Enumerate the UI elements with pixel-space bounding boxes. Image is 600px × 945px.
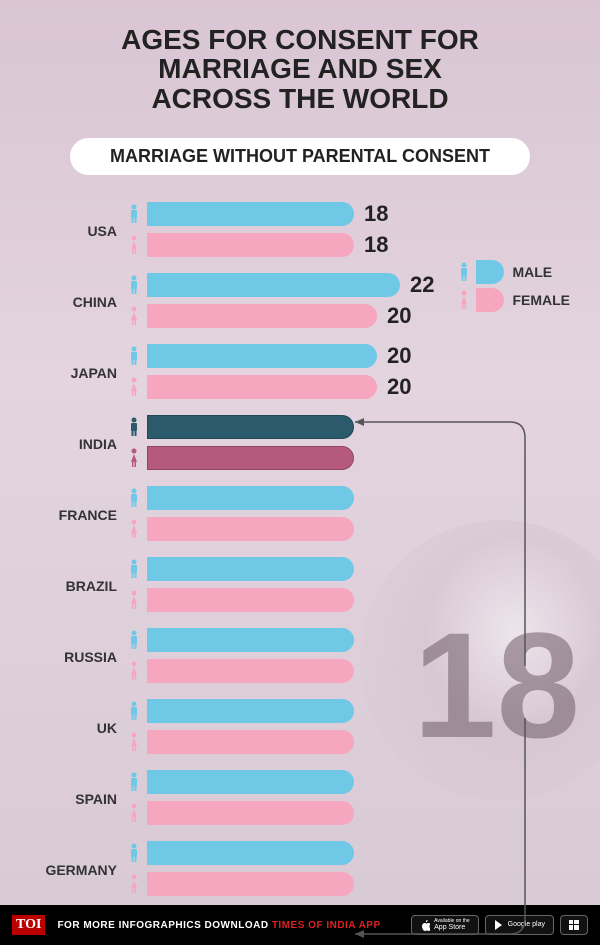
big-eighteen: 18 — [413, 625, 580, 745]
legend-swatch-male — [476, 260, 504, 284]
country-label: SPAIN — [20, 791, 125, 807]
male-value: 22 — [410, 272, 434, 298]
play-icon — [494, 920, 504, 930]
female-icon — [125, 377, 143, 397]
footer-text-main: FOR MORE INFOGRAPHICS DOWNLOAD — [57, 920, 268, 931]
male-bar — [147, 415, 354, 439]
male-bar — [147, 202, 354, 226]
store-badges: Available on theApp Store Google play — [411, 915, 588, 936]
windows-store-badge[interactable] — [560, 915, 588, 936]
male-icon — [456, 262, 472, 282]
male-bar — [147, 699, 354, 723]
country-label: CHINA — [20, 294, 125, 310]
female-bar — [147, 730, 354, 754]
male-icon — [125, 630, 143, 650]
female-icon — [125, 519, 143, 539]
legend: Male Female — [456, 260, 570, 316]
female-icon — [125, 661, 143, 681]
male-bar — [147, 628, 354, 652]
chart-area: Male Female USA 18 18 CHINA 22 20 JAPAN 20 20 IND… — [0, 200, 600, 901]
female-icon — [125, 803, 143, 823]
male-icon — [125, 701, 143, 721]
female-value: 20 — [387, 303, 411, 329]
female-bar — [147, 588, 354, 612]
female-icon — [125, 306, 143, 326]
country-label: GERMANY — [20, 862, 125, 878]
footer-highlight: TIMES OF INDIA APP — [272, 920, 381, 931]
female-value: 18 — [364, 232, 388, 258]
male-bar — [147, 273, 400, 297]
country-row: FRANCE — [20, 484, 580, 546]
female-icon — [125, 448, 143, 468]
title-line-1: AGES FOR CONSENT FOR — [40, 25, 560, 54]
legend-swatch-female — [476, 288, 504, 312]
male-icon — [125, 417, 143, 437]
female-bar — [147, 233, 354, 257]
male-icon — [125, 488, 143, 508]
male-bar — [147, 770, 354, 794]
legend-label-female: Female — [512, 292, 570, 308]
toi-logo: TOI — [12, 915, 45, 935]
female-bar — [147, 801, 354, 825]
country-row: USA 18 18 — [20, 200, 580, 262]
country-label: UK — [20, 720, 125, 736]
apple-icon — [420, 919, 430, 931]
female-bar — [147, 517, 354, 541]
legend-male: Male — [456, 260, 570, 284]
main-title: AGES FOR CONSENT FOR MARRIAGE AND SEX AC… — [0, 0, 600, 128]
footer-text: FOR MORE INFOGRAPHICS DOWNLOAD TIMES OF … — [57, 920, 380, 931]
male-bar — [147, 344, 377, 368]
female-value: 20 — [387, 374, 411, 400]
legend-label-male: Male — [512, 264, 552, 280]
female-bar — [147, 659, 354, 683]
female-icon — [125, 732, 143, 752]
male-icon — [125, 204, 143, 224]
male-bar — [147, 841, 354, 865]
male-icon — [125, 843, 143, 863]
country-row: JAPAN 20 20 — [20, 342, 580, 404]
google-play-badge[interactable]: Google play — [485, 915, 554, 936]
male-icon — [125, 559, 143, 579]
country-label: INDIA — [20, 436, 125, 452]
female-bar — [147, 872, 354, 896]
female-bar — [147, 375, 377, 399]
app-store-badge[interactable]: Available on theApp Store — [411, 915, 479, 936]
male-value: 18 — [364, 201, 388, 227]
country-label: FRANCE — [20, 507, 125, 523]
country-row: INDIA — [20, 413, 580, 475]
female-icon — [125, 590, 143, 610]
country-label: BRAZIL — [20, 578, 125, 594]
female-icon — [456, 290, 472, 310]
male-value: 20 — [387, 343, 411, 369]
female-bar — [147, 304, 377, 328]
legend-female: Female — [456, 288, 570, 312]
country-row: GERMANY — [20, 839, 580, 901]
female-icon — [125, 874, 143, 894]
country-label: USA — [20, 223, 125, 239]
female-icon — [125, 235, 143, 255]
title-line-3: ACROSS THE WORLD — [40, 84, 560, 113]
windows-icon — [569, 920, 579, 930]
male-icon — [125, 275, 143, 295]
country-label: JAPAN — [20, 365, 125, 381]
male-bar — [147, 486, 354, 510]
male-icon — [125, 772, 143, 792]
country-row: SPAIN — [20, 768, 580, 830]
footer: TOI FOR MORE INFOGRAPHICS DOWNLOAD TIMES… — [0, 905, 600, 945]
title-line-2: MARRIAGE AND SEX — [40, 54, 560, 83]
male-bar — [147, 557, 354, 581]
female-bar — [147, 446, 354, 470]
country-label: RUSSIA — [20, 649, 125, 665]
male-icon — [125, 346, 143, 366]
subtitle-pill: MARRIAGE WITHOUT PARENTAL CONSENT — [70, 138, 530, 175]
